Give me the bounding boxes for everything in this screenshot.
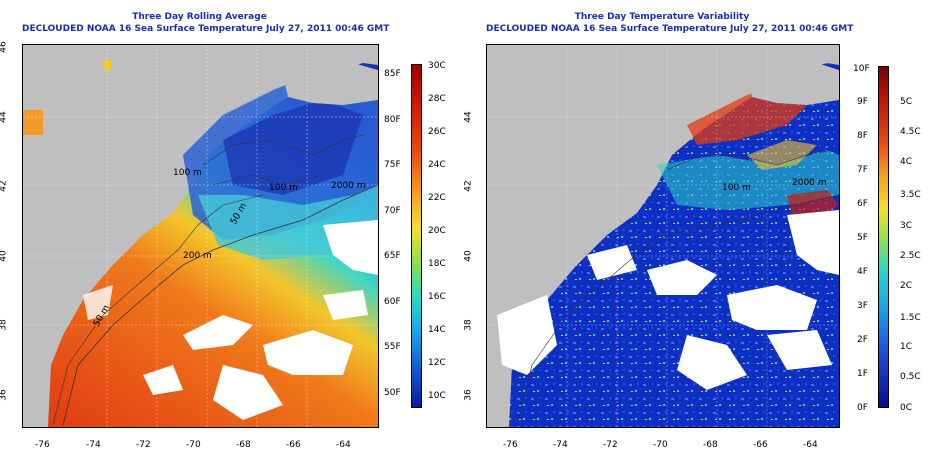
left-cb-c-0: 30C bbox=[428, 61, 446, 71]
right-cb-c-3: 3.5C bbox=[900, 190, 921, 200]
left-x-tick-70: -70 bbox=[186, 440, 201, 450]
left-x-tick-66: -66 bbox=[286, 440, 301, 450]
right-x-tick-72: -72 bbox=[603, 440, 618, 450]
left-cb-c-2: 26C bbox=[428, 127, 446, 137]
right-y-tick-42: 42 bbox=[463, 180, 474, 192]
left-x-tick-72: -72 bbox=[136, 440, 151, 450]
right-variability-map: 100 m 2000 m bbox=[486, 44, 840, 428]
right-cb-c-10: 0C bbox=[900, 403, 913, 413]
right-cb-c-9: 0.5C bbox=[900, 372, 921, 382]
left-subtitle: DECLOUDED NOAA 16 Sea Surface Temperatur… bbox=[22, 24, 390, 34]
right-cb-f-10: 0F bbox=[857, 403, 868, 413]
right-map-graphic: 100 m 2000 m bbox=[487, 45, 839, 427]
left-cb-f-2: 75F bbox=[384, 160, 401, 170]
left-title: Three Day Rolling Average bbox=[132, 12, 267, 22]
left-cb-c-8: 14C bbox=[428, 325, 446, 335]
left-y-tick-42: 42 bbox=[0, 180, 9, 192]
contour-label-4: 200 m bbox=[183, 251, 212, 261]
right-cb-c-1: 4.5C bbox=[900, 127, 921, 137]
left-cb-c-4: 22C bbox=[428, 193, 446, 203]
right-contour-label-2: 2000 m bbox=[792, 178, 827, 188]
right-cb-c-5: 2.5C bbox=[900, 251, 921, 261]
left-x-tick-64: -64 bbox=[336, 440, 351, 450]
left-cb-f-5: 60F bbox=[384, 297, 401, 307]
left-cb-f-3: 70F bbox=[384, 206, 401, 216]
right-subtitle: DECLOUDED NOAA 16 Sea Surface Temperatur… bbox=[486, 24, 854, 34]
right-y-tick-38: 38 bbox=[463, 319, 474, 331]
contour-label-1: 100 m bbox=[269, 183, 298, 193]
left-cb-c-5: 20C bbox=[428, 226, 446, 236]
right-cb-c-4: 3C bbox=[900, 221, 913, 231]
right-cb-c-7: 1.5C bbox=[900, 313, 921, 323]
left-colorbar bbox=[411, 64, 422, 408]
right-cb-c-0: 5C bbox=[900, 97, 913, 107]
right-cb-f-3: 7F bbox=[857, 165, 868, 175]
right-colorbar bbox=[878, 66, 889, 408]
left-y-tick-44: 44 bbox=[0, 111, 9, 123]
contour-label-2: 2000 m bbox=[331, 181, 366, 191]
left-cb-f-1: 80F bbox=[384, 115, 401, 125]
right-cb-f-0: 10F bbox=[853, 64, 870, 74]
right-cb-f-9: 1F bbox=[857, 369, 868, 379]
left-sst-map: 100 m 2000 m 50 m 200 m 100 m 50 m bbox=[22, 44, 379, 428]
left-cb-c-6: 18C bbox=[428, 259, 446, 269]
right-title: Three Day Temperature Variability bbox=[574, 12, 750, 22]
right-cb-f-1: 9F bbox=[857, 97, 868, 107]
right-cb-c-2: 4C bbox=[900, 157, 913, 167]
right-cb-c-8: 1C bbox=[900, 342, 913, 352]
left-y-tick-40: 40 bbox=[0, 250, 9, 262]
left-cb-f-0: 85F bbox=[384, 69, 401, 79]
right-y-tick-44: 44 bbox=[463, 111, 474, 123]
right-contour-label-1: 100 m bbox=[722, 183, 751, 193]
right-x-tick-66: -66 bbox=[753, 440, 768, 450]
right-cb-f-7: 3F bbox=[857, 301, 868, 311]
left-x-tick-74: -74 bbox=[86, 440, 101, 450]
left-y-tick-36: 36 bbox=[0, 389, 9, 401]
left-cb-f-7: 50F bbox=[384, 388, 401, 398]
left-cb-c-3: 24C bbox=[428, 160, 446, 170]
left-cb-c-10: 10C bbox=[428, 391, 446, 401]
left-cb-c-9: 12C bbox=[428, 358, 446, 368]
right-x-tick-74: -74 bbox=[553, 440, 568, 450]
contour-label-5: 100 m bbox=[173, 168, 202, 178]
left-x-tick-76: -76 bbox=[35, 440, 50, 450]
right-cb-f-8: 2F bbox=[857, 335, 868, 345]
right-x-tick-68: -68 bbox=[703, 440, 718, 450]
right-x-tick-70: -70 bbox=[653, 440, 668, 450]
right-y-tick-36: 36 bbox=[463, 389, 474, 401]
right-x-tick-64: -64 bbox=[803, 440, 818, 450]
left-cb-f-6: 55F bbox=[384, 342, 401, 352]
left-cb-c-7: 16C bbox=[428, 292, 446, 302]
left-x-tick-68: -68 bbox=[236, 440, 251, 450]
left-y-tick-38: 38 bbox=[0, 319, 9, 331]
right-cb-f-4: 6F bbox=[857, 199, 868, 209]
left-y-tick-46: 46 bbox=[0, 41, 9, 53]
right-cb-c-6: 2C bbox=[900, 281, 913, 291]
left-map-graphic: 100 m 2000 m 50 m 200 m 100 m 50 m bbox=[23, 45, 378, 427]
right-y-tick-40: 40 bbox=[463, 250, 474, 262]
left-cb-c-1: 28C bbox=[428, 94, 446, 104]
left-cb-f-4: 65F bbox=[384, 251, 401, 261]
right-cb-f-6: 4F bbox=[857, 267, 868, 277]
right-cb-f-2: 8F bbox=[857, 131, 868, 141]
right-x-tick-76: -76 bbox=[503, 440, 518, 450]
right-cb-f-5: 5F bbox=[857, 233, 868, 243]
